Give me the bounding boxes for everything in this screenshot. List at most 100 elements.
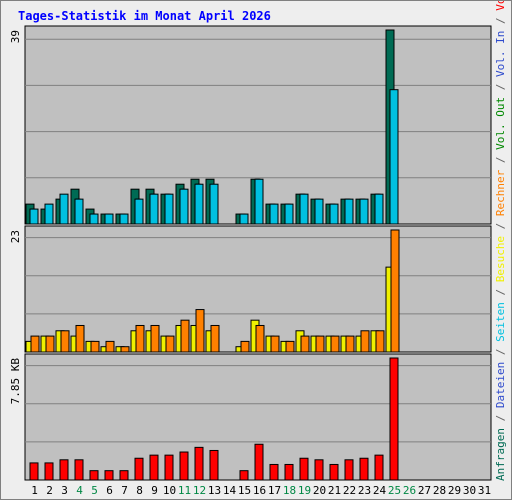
legend-item: /: [494, 17, 507, 30]
x-tick-label: 6: [106, 484, 113, 497]
bar-volumen-day-8: [134, 457, 144, 481]
bar-volumen-day-24: [374, 454, 384, 481]
bar-seiten-day-1: [29, 208, 39, 225]
legend-item: Vol. In: [494, 31, 507, 84]
legend-item: Vol. Out: [494, 97, 507, 157]
bar-rechner-day-12: [195, 309, 205, 353]
bar-seiten-day-6: [104, 213, 114, 225]
x-tick-label: 29: [448, 484, 461, 497]
bar-seiten-day-21: [329, 203, 339, 225]
x-axis-labels: 1 2 3 4 5 6 7 8 9 10 11 12 13 14 15 16 17 18 19 20 21 22 23 24 2…: [31, 484, 491, 497]
x-tick-label: 24: [373, 484, 387, 497]
legend-item: Dateien: [494, 362, 507, 415]
x-tick-label: 20: [313, 484, 326, 497]
bar-volumen-day-21: [329, 463, 339, 481]
bar-volumen-day-10: [164, 454, 174, 481]
bar-volumen-day-20: [314, 459, 324, 481]
bar-seiten-day-18: [284, 203, 294, 225]
bar-volumen-day-5: [89, 470, 99, 481]
bar-volumen-day-16: [254, 443, 264, 481]
x-tick-label: 4: [76, 484, 83, 497]
bar-rechner-day-4: [75, 324, 85, 353]
bar-volumen-day-2: [44, 462, 54, 481]
chart-plots: 39 23 7.85 KB: [9, 25, 492, 481]
bar-seiten-day-19: [299, 193, 309, 225]
right-legend: Anfragen / Dateien / Seiten / Besuche / …: [494, 1, 507, 481]
x-tick-label: 5: [91, 484, 98, 497]
bar-rechner-day-19: [300, 335, 310, 353]
x-tick-label: 15: [238, 484, 251, 497]
bar-volumen-day-23: [359, 457, 369, 481]
bar-rechner-day-1: [30, 335, 40, 353]
bar-volumen-day-19: [299, 457, 309, 481]
bar-volumen-day-15: [239, 470, 249, 481]
bar-seiten-day-5: [89, 213, 99, 225]
bar-seiten-day-16: [254, 178, 264, 225]
x-tick-label: 27: [418, 484, 431, 497]
panel-hits: 39: [9, 25, 492, 225]
bar-rechner-day-25: [390, 229, 400, 353]
bar-seiten-day-3: [59, 193, 69, 225]
bar-volumen-day-12: [194, 446, 204, 481]
bar-seiten-day-15: [239, 213, 249, 225]
bar-rechner-day-23: [360, 330, 370, 353]
panel-max-label: 7.85 KB: [9, 358, 22, 405]
bar-rechner-day-5: [90, 340, 100, 353]
bar-seiten-day-8: [134, 198, 144, 225]
bar-volumen-day-3: [59, 459, 69, 481]
panel-visits: 23: [9, 225, 492, 353]
bar-volumen-day-22: [344, 459, 354, 481]
panel-max-label: 39: [9, 30, 22, 43]
x-tick-label: 1: [31, 484, 38, 497]
legend-item: Seiten: [494, 302, 507, 348]
bar-seiten-day-13: [209, 183, 219, 225]
bar-rechner-day-22: [345, 335, 355, 353]
x-tick-label: 28: [433, 484, 446, 497]
legend-item: /: [494, 223, 507, 236]
panel-volume: 7.85 KB: [9, 353, 492, 481]
bar-seiten-day-9: [149, 193, 159, 225]
bar-volumen-day-6: [104, 470, 114, 481]
bar-seiten-day-25: [389, 89, 399, 225]
bar-rechner-day-3: [60, 330, 70, 353]
bar-seiten-day-17: [269, 203, 279, 225]
x-tick-label: 30: [463, 484, 476, 497]
x-tick-label: 18: [283, 484, 296, 497]
bar-rechner-day-9: [150, 324, 160, 353]
x-tick-label: 12: [193, 484, 206, 497]
legend-item: Volumen: [494, 1, 507, 17]
legend-item: Besuche: [494, 236, 507, 289]
bar-rechner-day-18: [285, 340, 295, 353]
bar-seiten-day-4: [74, 198, 84, 225]
x-tick-label: 23: [358, 484, 371, 497]
x-tick-label: 21: [328, 484, 341, 497]
bar-rechner-day-7: [120, 346, 130, 353]
bar-rechner-day-8: [135, 324, 145, 353]
legend-item: /: [494, 156, 507, 169]
bar-volumen-day-17: [269, 463, 279, 481]
bar-rechner-day-21: [330, 335, 340, 353]
bar-volumen-day-4: [74, 459, 84, 481]
legend-item: /: [494, 349, 507, 362]
bar-rechner-day-10: [165, 335, 175, 353]
x-tick-label: 2: [46, 484, 53, 497]
bar-volumen-day-7: [119, 470, 129, 481]
x-tick-label: 14: [223, 484, 237, 497]
bar-volumen-day-13: [209, 449, 219, 481]
bar-volumen-day-1: [29, 462, 39, 481]
x-tick-label: 25: [388, 484, 401, 497]
bar-volumen-day-9: [149, 454, 159, 481]
bar-rechner-day-17: [270, 335, 280, 353]
panel-max-label: 23: [9, 230, 22, 243]
bar-volumen-day-25: [389, 357, 399, 481]
bar-volumen-day-11: [179, 451, 189, 481]
chart-title: Tages-Statistik im Monat April 2026: [18, 9, 271, 23]
bar-volumen-day-18: [284, 463, 294, 481]
x-tick-label: 3: [61, 484, 68, 497]
x-tick-label: 17: [268, 484, 281, 497]
bar-seiten-day-12: [194, 183, 204, 225]
bar-rechner-day-13: [210, 324, 220, 353]
legend-item: Rechner: [494, 169, 507, 222]
legend-item: /: [494, 289, 507, 302]
bar-seiten-day-24: [374, 193, 384, 225]
